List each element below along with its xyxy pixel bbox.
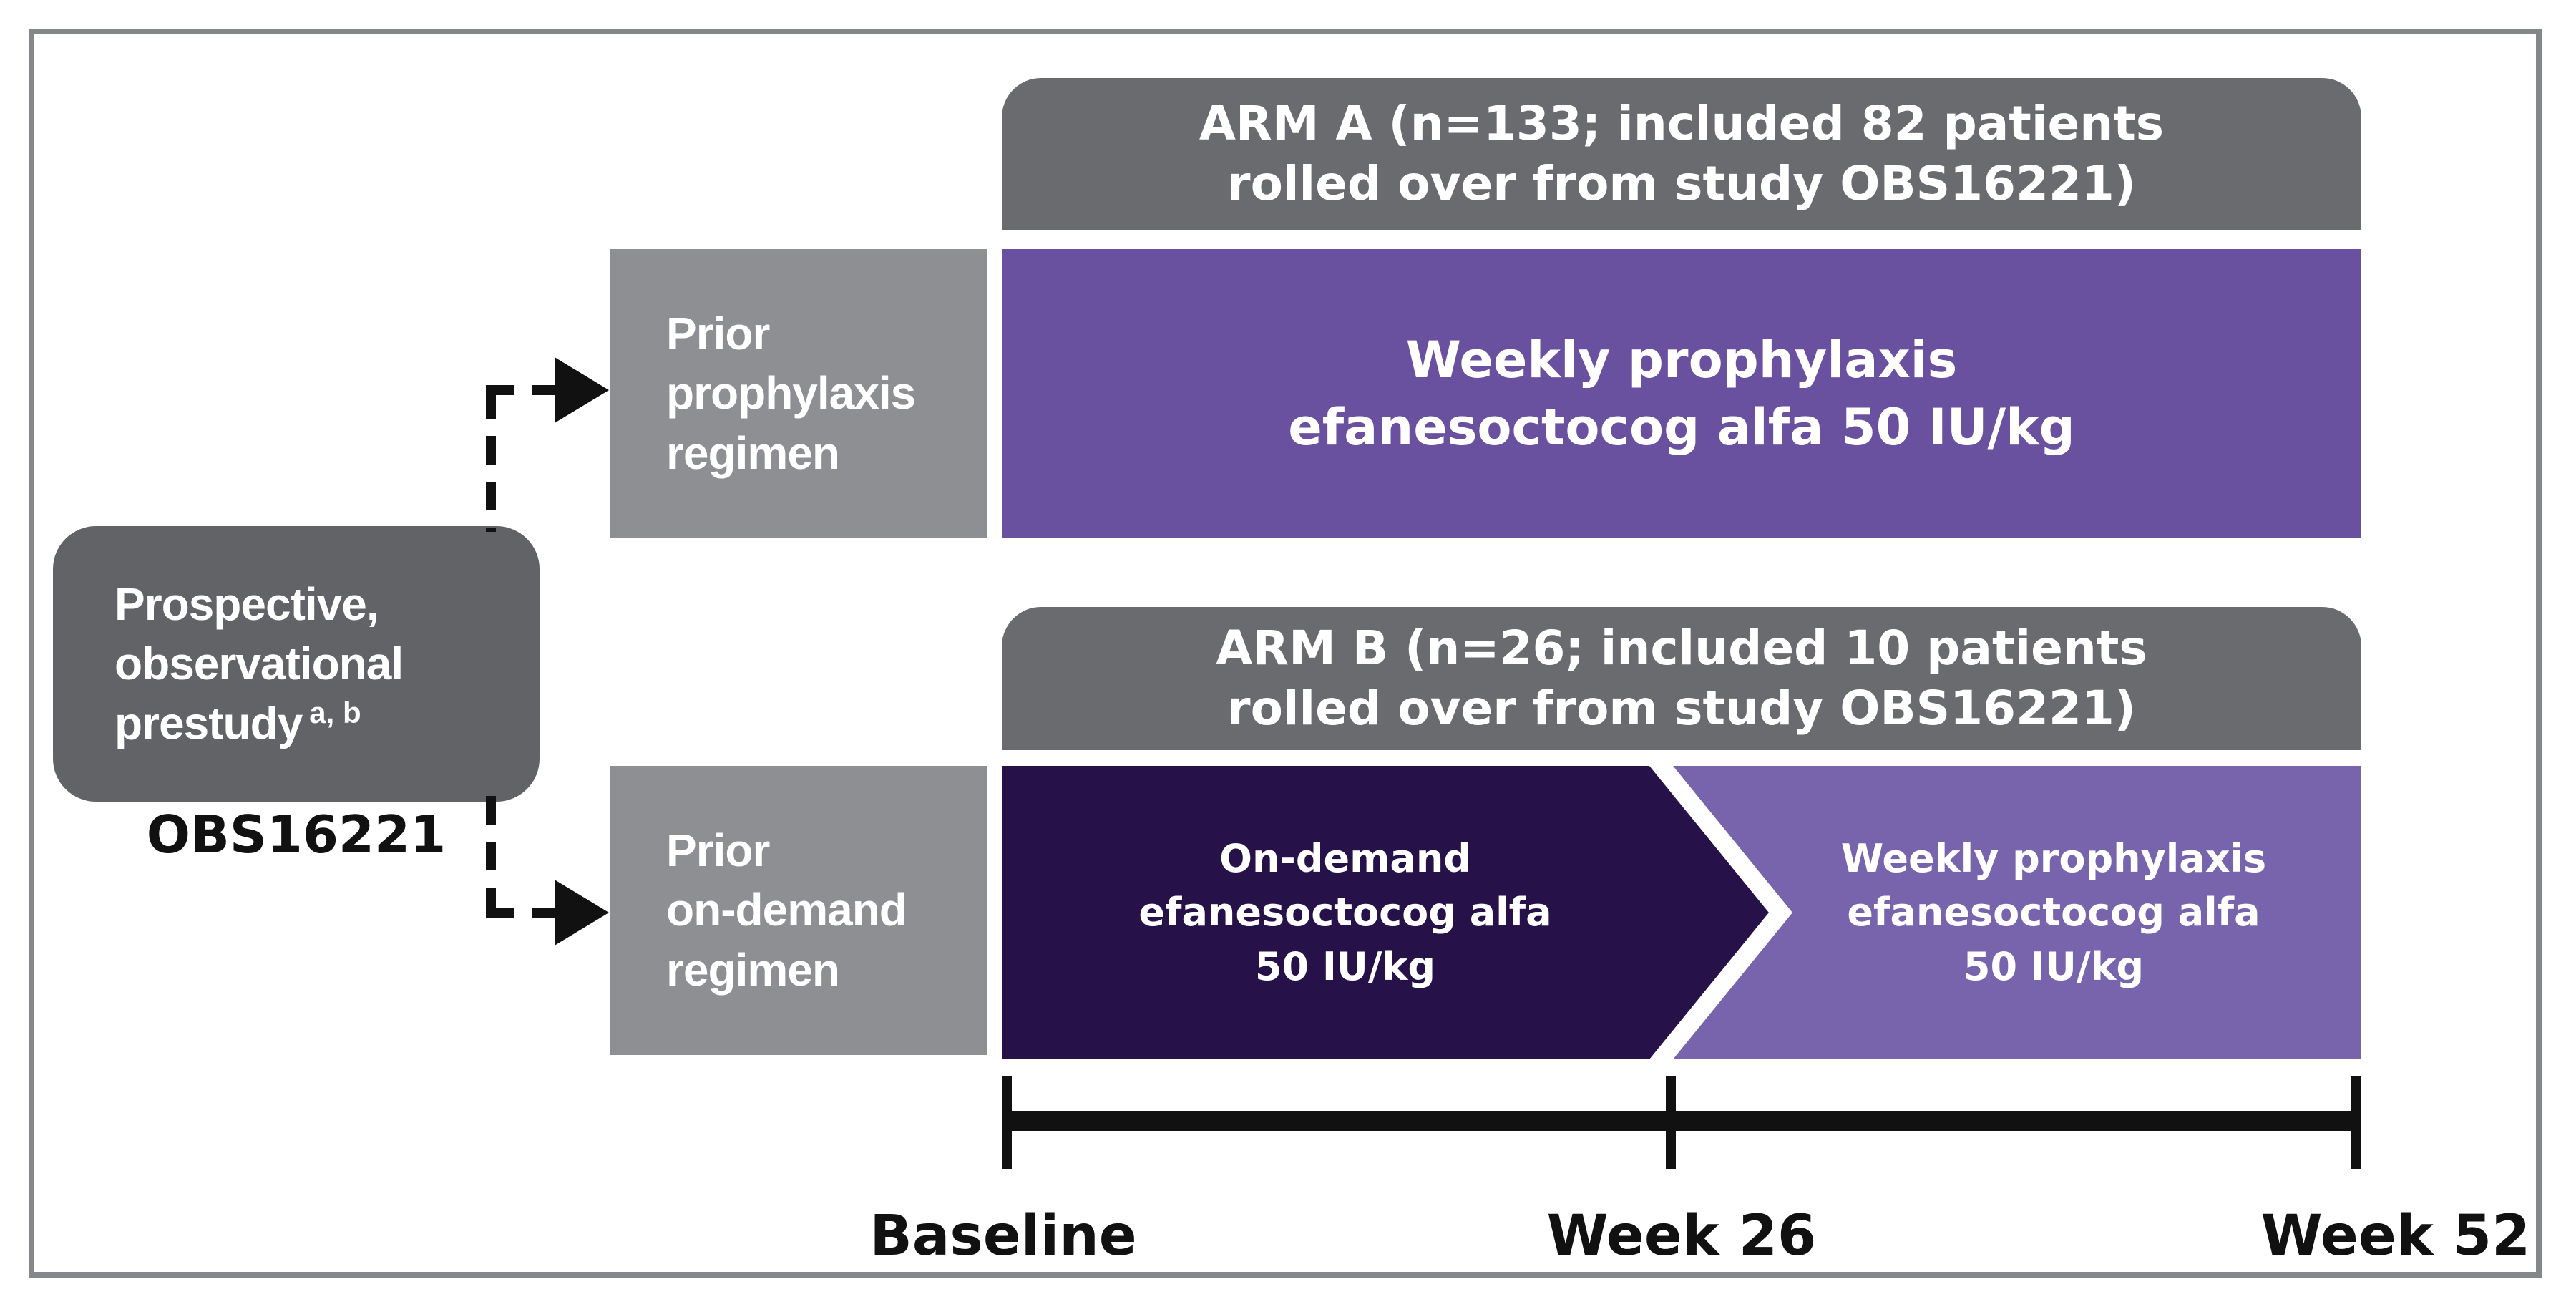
connector-bottom-arrowhead-icon	[555, 880, 609, 946]
prior-on-demand-box: Prior on-demand regimen	[610, 766, 987, 1055]
prior-prophylaxis-label: Prior prophylaxis regimen	[666, 308, 916, 479]
arm-b-chevron-graphic	[1002, 766, 2361, 1059]
prestudy-line-1: Prospective,	[114, 578, 379, 630]
arm-a-header: ARM A (n=133; included 82 patients rolle…	[1002, 78, 2361, 230]
timeline-label-week26: Week 26	[1546, 1204, 1817, 1268]
timeline-label-week52: Week 52	[2260, 1204, 2531, 1268]
arm-b-on-demand-label: On-demand efanesoctocog alfa 50 IU/kg	[1138, 835, 1552, 989]
prestudy-footnote-marker: a, b	[309, 695, 361, 729]
connector-top-arrowhead-icon	[555, 357, 609, 423]
timeline-tick-week52	[2351, 1076, 2361, 1169]
connector-top-vertical	[486, 390, 496, 532]
arm-b-header: ARM B (n=26; included 10 patients rolled…	[1002, 607, 2361, 750]
timeline-tick-week26	[1666, 1076, 1676, 1169]
prior-on-demand-label: Prior on-demand regimen	[666, 825, 907, 996]
connector-top-horizontal	[486, 385, 555, 395]
arm-b-bar: On-demand efanesoctocog alfa 50 IU/kg We…	[1002, 766, 2361, 1059]
arm-b-weekly-label: Weekly prophylaxis efanesoctocog alfa 50…	[1840, 835, 2267, 989]
arm-b-header-line-1: ARM B (n=26; included 10 patients	[1216, 620, 2147, 676]
prestudy-line-2: observational	[114, 637, 404, 689]
prestudy-study-id: OBS16221	[146, 805, 447, 865]
prior-prophylaxis-box: Prior prophylaxis regimen	[610, 249, 987, 538]
arm-a-bar-line-2: efanesoctocog alfa 50 IU/kg	[1288, 398, 2075, 457]
timeline-axis	[1002, 1111, 2361, 1131]
timeline-tick-baseline	[1002, 1076, 1012, 1169]
connector-bottom-vertical	[486, 796, 496, 915]
arm-a-weekly-prophylaxis-bar: Weekly prophylaxis efanesoctocog alfa 50…	[1002, 249, 2361, 538]
arm-a-bar-line-1: Weekly prophylaxis	[1405, 330, 1958, 389]
arm-b-weekly-segment	[1673, 766, 2361, 1059]
arm-b-on-demand-segment	[1002, 766, 1769, 1059]
prestudy-line-3: prestudy a, b	[114, 695, 361, 749]
arm-b-header-line-2: rolled over from study OBS16221)	[1227, 681, 2136, 736]
connector-bottom-horizontal	[486, 908, 555, 918]
arm-a-header-line-1: ARM A (n=133; included 82 patients	[1199, 95, 2165, 151]
arm-a-header-line-2: rolled over from study OBS16221)	[1227, 156, 2136, 211]
prestudy-label: Prospective, observational prestudy a, b	[53, 575, 404, 754]
prestudy-box: Prospective, observational prestudy a, b	[53, 526, 540, 802]
timeline-label-baseline: Baseline	[869, 1204, 1137, 1268]
